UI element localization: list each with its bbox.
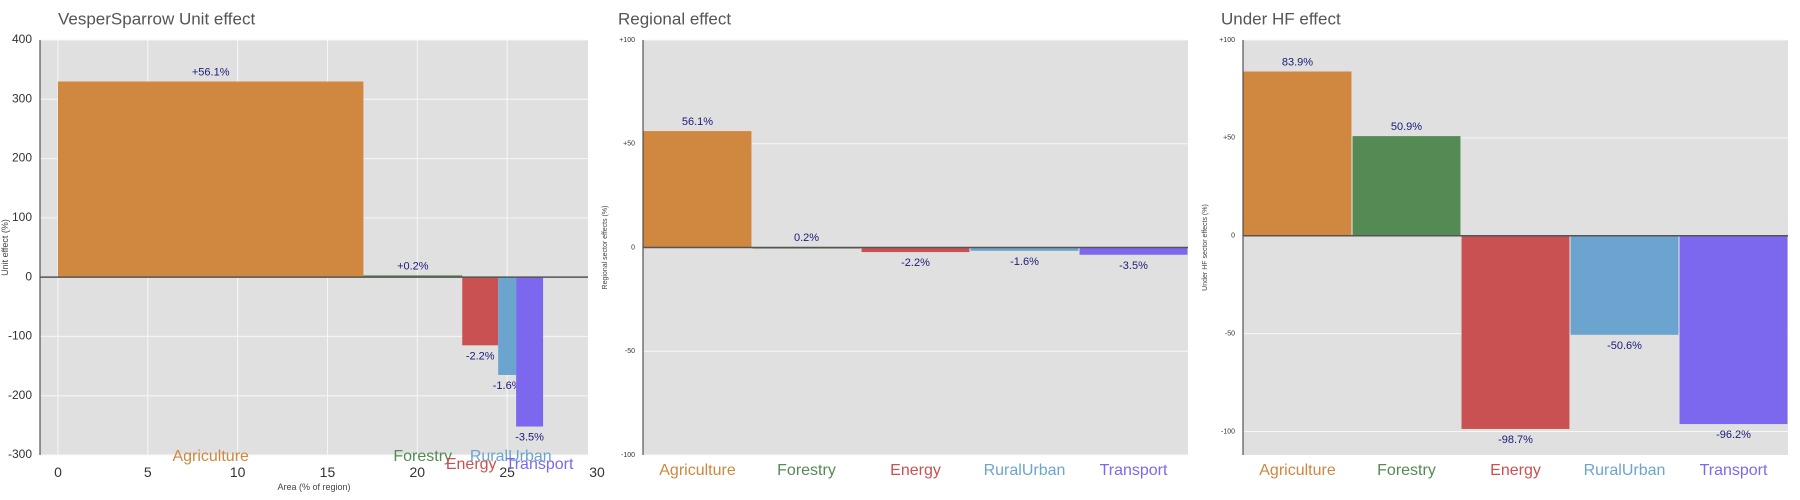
data-label: +0.2% xyxy=(397,260,429,272)
category-label-transport: Transport xyxy=(1100,462,1168,479)
chart-title: VesperSparrow Unit effect xyxy=(58,9,255,28)
category-label-forestry: Forestry xyxy=(393,448,452,465)
category-label-energy: Energy xyxy=(890,462,941,479)
y-tick-label: -50 xyxy=(1225,330,1235,337)
bar-transport xyxy=(1079,247,1188,255)
y-tick-label: -100 xyxy=(8,329,32,343)
x-tick-label: 15 xyxy=(320,464,336,480)
data-label: -96.2% xyxy=(1716,429,1751,441)
bar-ruralurban xyxy=(970,247,1079,251)
y-tick-label: 0 xyxy=(25,269,32,283)
y-tick-label: -300 xyxy=(8,447,32,461)
y-tick-label: +100 xyxy=(619,37,635,44)
x-tick-label: 20 xyxy=(410,464,426,480)
y-tick-label: -200 xyxy=(8,388,32,402)
category-label-energy: Energy xyxy=(1490,462,1541,479)
category-label-transport: Transport xyxy=(1700,462,1768,479)
bar-transport xyxy=(516,277,544,427)
y-tick-label: 0 xyxy=(631,244,635,251)
y-axis-label: Unit effect (%) xyxy=(0,219,10,276)
y-tick-label: -100 xyxy=(1221,428,1235,435)
bar-forestry xyxy=(363,275,463,278)
y-tick-label: 100 xyxy=(12,210,32,224)
category-label-transport: Transport xyxy=(506,456,574,473)
chart-title: Under HF effect xyxy=(1221,9,1341,28)
y-tick-label: -50 xyxy=(625,348,635,355)
x-tick-label: 30 xyxy=(589,464,605,480)
data-label: -2.2% xyxy=(901,257,930,269)
data-label: -2.2% xyxy=(466,350,495,362)
y-tick-label: +50 xyxy=(623,141,635,148)
category-label-ruralurban: RuralUrban xyxy=(984,462,1066,479)
y-tick-label: 300 xyxy=(12,91,32,105)
category-label-forestry: Forestry xyxy=(777,462,836,479)
data-label: 56.1% xyxy=(682,116,713,128)
y-tick-label: -100 xyxy=(621,452,635,459)
data-label: +56.1% xyxy=(192,67,230,79)
bar-agriculture xyxy=(1243,71,1352,236)
x-tick-label: 0 xyxy=(54,464,62,480)
bar-agriculture xyxy=(643,131,752,248)
y-tick-label: +50 xyxy=(1223,135,1235,142)
data-label: -1.6% xyxy=(493,380,522,392)
category-label-forestry: Forestry xyxy=(1377,462,1436,479)
chart-title: Regional effect xyxy=(618,9,731,28)
bar-transport xyxy=(1679,235,1788,425)
bar-agriculture xyxy=(57,81,364,278)
y-tick-label: 0 xyxy=(1231,233,1235,240)
x-axis-label: Area (% of region) xyxy=(277,482,350,492)
category-label-ruralurban: RuralUrban xyxy=(1584,462,1666,479)
category-label-ruralurban: RuralUrban xyxy=(470,448,552,465)
bar-forestry xyxy=(1352,136,1461,236)
y-axis-label: Regional sector effects (%) xyxy=(602,206,609,290)
y-tick-label: +100 xyxy=(1219,37,1235,44)
category-label-energy: Energy xyxy=(446,456,497,473)
bar-energy xyxy=(861,247,970,253)
category-label-agriculture: Agriculture xyxy=(659,462,736,479)
data-label: -50.6% xyxy=(1607,340,1642,352)
bar-energy xyxy=(1461,235,1570,429)
x-tick-label: 25 xyxy=(499,464,515,480)
bar-energy xyxy=(462,277,499,346)
data-label: -3.5% xyxy=(515,432,544,444)
data-label: 83.9% xyxy=(1282,57,1313,69)
data-label: -1.6% xyxy=(1010,256,1039,268)
y-tick-label: 200 xyxy=(12,151,32,165)
bar-ruralurban xyxy=(1570,235,1679,335)
y-axis-label: Under HF sector effects (%) xyxy=(1202,204,1209,291)
category-label-agriculture: Agriculture xyxy=(1259,462,1336,479)
data-label: 50.9% xyxy=(1391,121,1422,133)
data-label: -3.5% xyxy=(1119,260,1148,272)
category-label-agriculture: Agriculture xyxy=(172,448,249,465)
data-label: 0.2% xyxy=(794,232,819,244)
x-tick-label: 10 xyxy=(230,464,246,480)
bar-ruralurban xyxy=(498,277,517,375)
y-tick-label: 400 xyxy=(12,32,32,46)
x-tick-label: 5 xyxy=(144,464,152,480)
data-label: -98.7% xyxy=(1498,434,1533,446)
